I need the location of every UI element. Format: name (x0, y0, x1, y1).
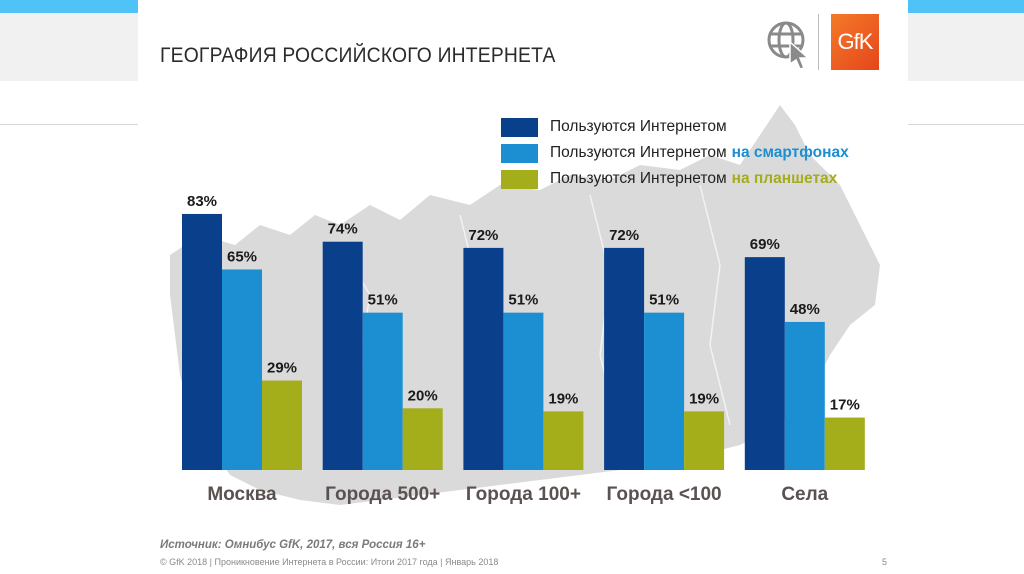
legend-swatch-smartphones (501, 143, 538, 163)
bar-internet-1 (322, 241, 363, 470)
data-label-internet-0: 83% (187, 193, 217, 210)
gray-band-right (908, 13, 1024, 81)
data-label-tablets-1: 20% (408, 387, 438, 404)
bar-smartphones-3 (644, 312, 685, 470)
footer-text: © GfK 2018 | Проникновение Интернета в Р… (160, 557, 499, 567)
category-label-0: Москва (207, 484, 277, 505)
category-label-4: Села (781, 484, 828, 505)
bar-tablets-2 (543, 411, 584, 470)
data-label-internet-2: 72% (468, 227, 498, 244)
bar-smartphones-1 (362, 312, 403, 470)
data-label-tablets-4: 17% (830, 397, 860, 414)
divider-left (0, 124, 138, 125)
page-title: ГЕОГРАФИЯ РОССИЙСКОГО ИНТЕРНЕТА (160, 44, 556, 67)
data-label-internet-3: 72% (609, 227, 639, 244)
chart-legend: Пользуются Интернетом Пользуются Интерне… (501, 114, 849, 192)
data-label-smartphones-4: 48% (790, 301, 820, 318)
data-label-internet-4: 69% (750, 236, 780, 253)
legend-label-internet: Пользуются Интернетом (550, 118, 727, 135)
bar-smartphones-4 (784, 321, 825, 470)
data-label-internet-1: 74% (328, 221, 358, 238)
globe-cursor-icon (767, 21, 810, 70)
bar-internet-0 (182, 213, 222, 470)
gray-band-left (0, 13, 138, 81)
bar-internet-2 (463, 247, 504, 470)
bar-tablets-4 (824, 417, 865, 470)
legend-item-smartphones: Пользуются Интернетом на смартфонах (501, 140, 849, 166)
bar-tablets-3 (684, 411, 725, 470)
gfk-logo: GfK (831, 14, 879, 70)
data-label-smartphones-0: 65% (227, 248, 257, 265)
legend-swatch-internet (501, 117, 538, 137)
data-label-tablets-2: 19% (548, 390, 578, 407)
bar-tablets-0 (262, 380, 302, 470)
accent-bar-left (0, 0, 138, 13)
legend-item-internet: Пользуются Интернетом (501, 114, 849, 140)
legend-item-tablets: Пользуются Интернетом на планшетах (501, 166, 849, 192)
data-label-smartphones-3: 51% (649, 292, 679, 309)
divider-right (908, 124, 1024, 125)
legend-label-tablets: Пользуются Интернетом (550, 170, 727, 187)
category-label-2: Города 100+ (466, 484, 581, 505)
logo-separator (818, 14, 819, 70)
bar-smartphones-2 (503, 312, 544, 470)
category-label-3: Города <100 (607, 484, 722, 505)
legend-label-smartphones: Пользуются Интернетом (550, 144, 727, 161)
data-label-smartphones-1: 51% (368, 292, 398, 309)
data-label-tablets-3: 19% (689, 390, 719, 407)
legend-swatch-tablets (501, 169, 538, 189)
bar-internet-4 (744, 257, 785, 470)
data-label-smartphones-2: 51% (508, 292, 538, 309)
bar-internet-3 (604, 247, 645, 470)
category-label-1: Города 500+ (325, 484, 440, 505)
data-label-tablets-0: 29% (267, 360, 297, 377)
bar-smartphones-0 (222, 269, 262, 470)
source-note: Источник: Омнибус GfK, 2017, вся Россия … (160, 539, 426, 551)
bar-tablets-1 (402, 408, 443, 470)
legend-highlight-tablets: на планшетах (731, 170, 838, 187)
accent-bar-right (908, 0, 1024, 13)
legend-highlight-smartphones: на смартфонах (731, 144, 849, 161)
page-number: 5 (882, 557, 888, 567)
